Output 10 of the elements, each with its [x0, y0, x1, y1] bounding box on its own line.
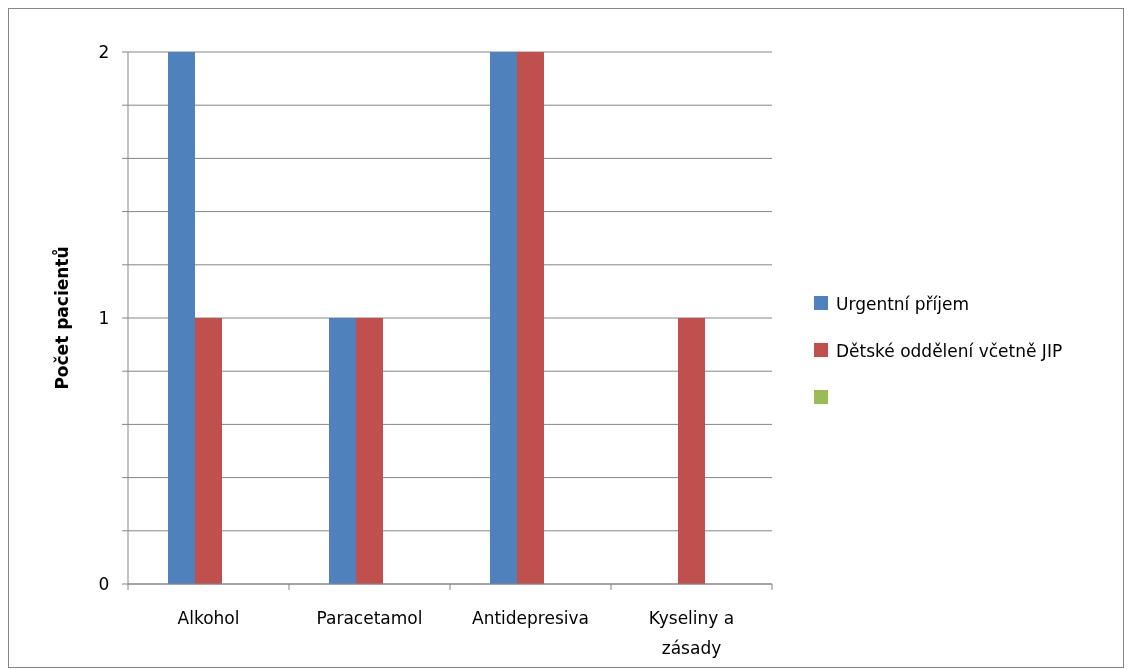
y-tick-label: 0 — [98, 573, 110, 594]
x-tick-label: Antidepresiva — [472, 608, 589, 628]
x-tick-label: Kyseliny a zásady — [648, 608, 735, 658]
x-tick-label: Paracetamol — [316, 608, 423, 628]
y-tick-label: 1 — [98, 307, 110, 328]
legend-label: Dětské oddělení včetně JIP — [836, 340, 1063, 361]
y-tick-label: 2 — [98, 41, 110, 62]
y-axis-title: Počet pacientů — [51, 246, 72, 390]
legend-label: Urgentní příjem — [836, 293, 969, 314]
x-tick-label: Alkohol — [177, 608, 240, 628]
